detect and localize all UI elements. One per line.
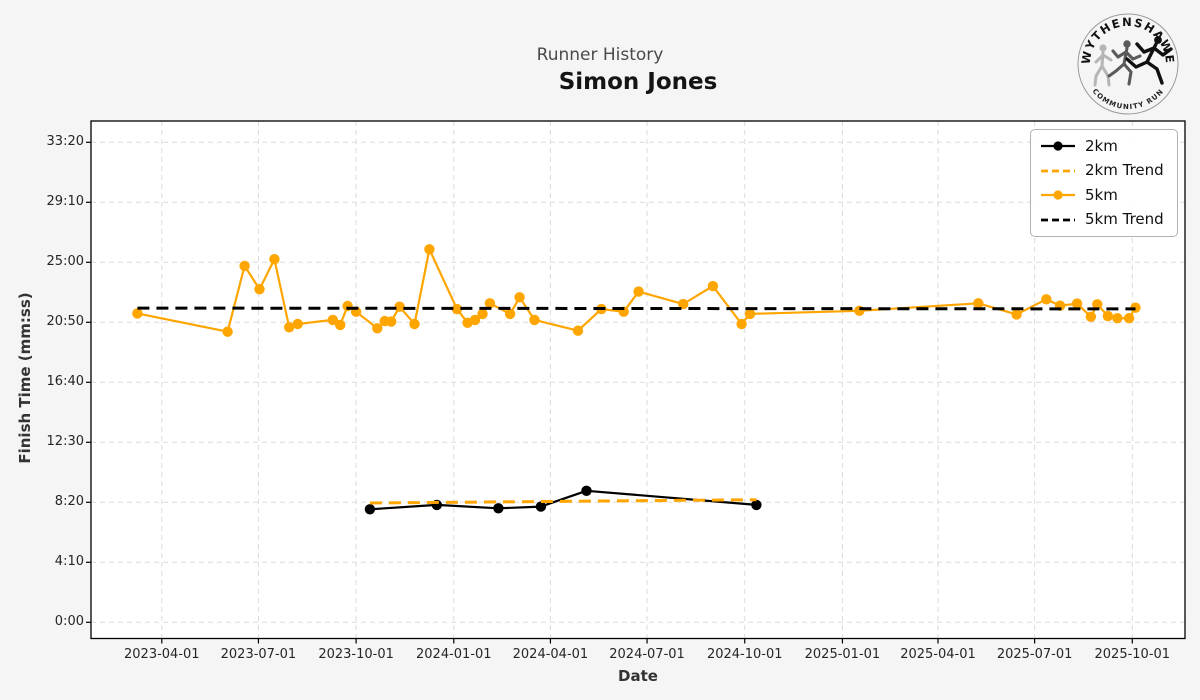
legend-sample-2km-icon [1040, 139, 1076, 153]
x-tick-label: 2023-10-01 [318, 647, 394, 662]
legend-item-5km: 5km [1040, 185, 1168, 204]
data-point-5km [504, 308, 516, 320]
data-point-5km [633, 286, 644, 297]
data-point-5km [409, 318, 420, 330]
legend-item-2km-trend: 2km Trend [1040, 163, 1168, 178]
plot-frame [90, 120, 1186, 640]
community-run-logo: WYTHENSHAWE COMMUNITY RUN [1077, 13, 1179, 115]
data-point-5km [854, 305, 865, 316]
x-tick-label: 2025-10-01 [1094, 647, 1171, 662]
data-point-5km [222, 326, 233, 337]
data-point-2km [535, 501, 547, 512]
legend-sample-5km-trend-icon [1040, 213, 1076, 227]
legend-sample-2km-trend-icon [1040, 164, 1076, 178]
data-point-5km [372, 323, 383, 334]
y-tick-label: 16:40 [46, 374, 84, 390]
data-point-5km [335, 319, 346, 331]
data-point-5km [572, 325, 584, 336]
y-tick-label: 8:20 [54, 494, 84, 510]
data-point-5km [284, 322, 295, 333]
data-point-5km [132, 308, 143, 319]
legend-label-2km-trend: 2km Trend [1085, 161, 1164, 180]
data-point-5km [386, 316, 397, 327]
x-tick-label: 2025-07-01 [996, 647, 1073, 662]
data-point-5km [1085, 311, 1097, 322]
data-point-2km [581, 485, 592, 496]
y-tick-label: 20:50 [46, 314, 84, 330]
x-axis-title: Date [618, 667, 658, 685]
data-point-5km [707, 280, 719, 292]
data-point-2km [364, 504, 376, 515]
data-point-5km [973, 298, 984, 309]
series-line-2km [368, 489, 758, 511]
data-point-5km [477, 308, 488, 320]
data-point-5km [1092, 299, 1103, 310]
data-point-5km [678, 298, 689, 310]
legend-label-5km-trend: 5km Trend [1085, 210, 1164, 229]
data-point-5km [269, 254, 280, 265]
y-tick-label: 25:00 [46, 254, 84, 270]
legend-item-5km-trend: 5km Trend [1040, 212, 1168, 227]
x-tick-label: 2024-04-01 [512, 647, 589, 662]
series-line-2km-trend [369, 498, 757, 505]
x-tick-label: 2023-04-01 [124, 647, 200, 662]
x-tick-label: 2025-04-01 [900, 647, 976, 662]
legend-label-5km: 5km [1085, 185, 1118, 204]
data-point-5km [744, 308, 756, 320]
x-tick-label: 2025-01-01 [804, 647, 881, 662]
chart-suptitle: Runner History [536, 45, 664, 65]
data-point-5km [424, 244, 435, 255]
legend-sample-5km-icon [1040, 188, 1076, 202]
data-point-5km [394, 301, 405, 312]
data-point-5km [239, 260, 250, 272]
data-point-5km [254, 284, 265, 295]
data-point-5km [736, 318, 747, 330]
runner-walker-icon [1093, 44, 1113, 87]
data-point-5km [529, 314, 540, 326]
data-point-2km [751, 499, 762, 511]
legend: 2km 2km Trend 5km 5km Trend [1030, 129, 1178, 237]
legend-label-2km: 2km [1085, 136, 1118, 155]
data-point-5km [1041, 294, 1052, 305]
logo-bottom-text: COMMUNITY RUN [1091, 87, 1166, 111]
data-point-5km [469, 314, 481, 326]
data-point-5km [292, 318, 303, 330]
data-point-5km [327, 314, 338, 326]
runner-jogger-icon [1107, 40, 1142, 86]
data-point-2km [493, 503, 504, 514]
data-point-5km [1011, 309, 1022, 320]
x-tick-label: 2024-07-01 [609, 647, 685, 662]
data-point-5km [1123, 313, 1135, 324]
x-tick-label: 2023-07-01 [220, 647, 297, 662]
plot-area [91, 121, 1185, 639]
y-tick-label: 33:20 [46, 134, 84, 150]
data-point-5km [1112, 313, 1123, 324]
x-tick-label: 2024-10-01 [706, 647, 783, 662]
series-line-5km-trend [137, 306, 1136, 311]
data-point-5km [1102, 310, 1114, 322]
legend-item-2km: 2km [1040, 136, 1168, 155]
y-tick-label: 29:10 [46, 194, 84, 210]
y-tick-label: 0:00 [54, 614, 84, 630]
data-point-5km [484, 298, 496, 309]
x-tick-label: 2024-01-01 [416, 647, 492, 662]
y-tick-label: 12:30 [46, 434, 84, 450]
page-title: Simon Jones [558, 69, 718, 95]
data-point-5km [514, 292, 525, 303]
y-tick-label: 4:10 [54, 554, 84, 570]
logo-ring [1077, 13, 1179, 115]
data-point-5km [451, 303, 463, 315]
runner-sprinter-icon [1125, 36, 1173, 85]
data-point-5km [1071, 298, 1083, 309]
